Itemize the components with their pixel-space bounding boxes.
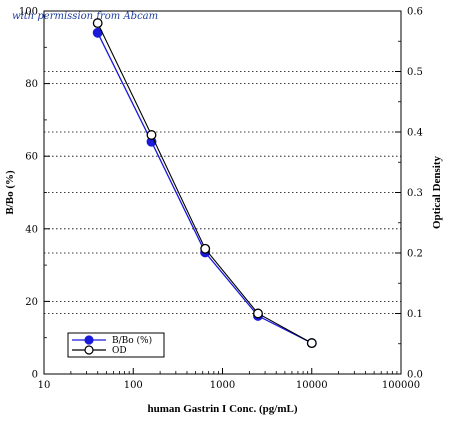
series-layer	[92, 18, 317, 349]
series-line-bbo	[97, 32, 313, 344]
permission-annotation: with permission from Abcam	[12, 11, 158, 22]
y-tick-label-4: 80	[25, 79, 38, 90]
x-axis-ticks: 10 100 1000 10000 100000	[38, 368, 420, 391]
data-point-od-1	[146, 130, 157, 140]
y2-tick-label-6: 0.6	[407, 7, 423, 18]
y-tick-label-1: 20	[25, 297, 38, 308]
legend-swatch-marker-bbo	[84, 335, 94, 345]
legend: B/Bo (%) OD	[67, 332, 165, 358]
x-tick-label-3: 10000	[296, 380, 328, 391]
grid-lines	[44, 71, 401, 314]
y2-tick-label-5: 0.5	[407, 67, 423, 78]
y2-tick-label-3: 0.3	[407, 188, 423, 199]
y2-tick-label-1: 0.1	[407, 309, 423, 320]
x-tick-label-1: 100	[124, 380, 143, 391]
x-tick-label-0: 10	[38, 380, 51, 391]
y-axis-left-ticks: 0 20 40 60 80 100	[19, 7, 50, 381]
y-tick-label-3: 60	[25, 152, 38, 163]
y-axis-left-title: B/Bo (%)	[4, 170, 16, 215]
data-point-od-2	[200, 243, 211, 254]
y-axis-right-title: Optical Density	[431, 155, 443, 229]
y-tick-label-2: 40	[25, 224, 38, 235]
legend-label-od: OD	[112, 346, 127, 356]
y-axis-right-ticks: 0.0 0.1 0.2 0.3 0.4 0.5 0.6	[395, 7, 423, 381]
x-tick-label-2: 1000	[210, 380, 235, 391]
plot-area-frame	[43, 10, 402, 375]
data-point-od-3	[253, 308, 263, 319]
y2-tick-label-2: 0.2	[407, 249, 423, 260]
y-tick-label-0: 0	[32, 370, 38, 381]
x-tick-label-4: 100000	[382, 380, 420, 391]
data-point-od-4	[306, 338, 317, 349]
x-axis-title: human Gastrin I Conc. (pg/mL)	[147, 403, 297, 415]
legend-label-bbo: B/Bo (%)	[112, 335, 152, 346]
legend-box	[67, 332, 165, 358]
data-point-od-0	[92, 18, 103, 29]
y2-tick-label-0: 0.0	[407, 370, 423, 381]
y2-tick-label-4: 0.4	[407, 128, 423, 139]
legend-swatch-marker-od	[84, 345, 94, 355]
y-tick-label-5: 100	[19, 7, 38, 18]
